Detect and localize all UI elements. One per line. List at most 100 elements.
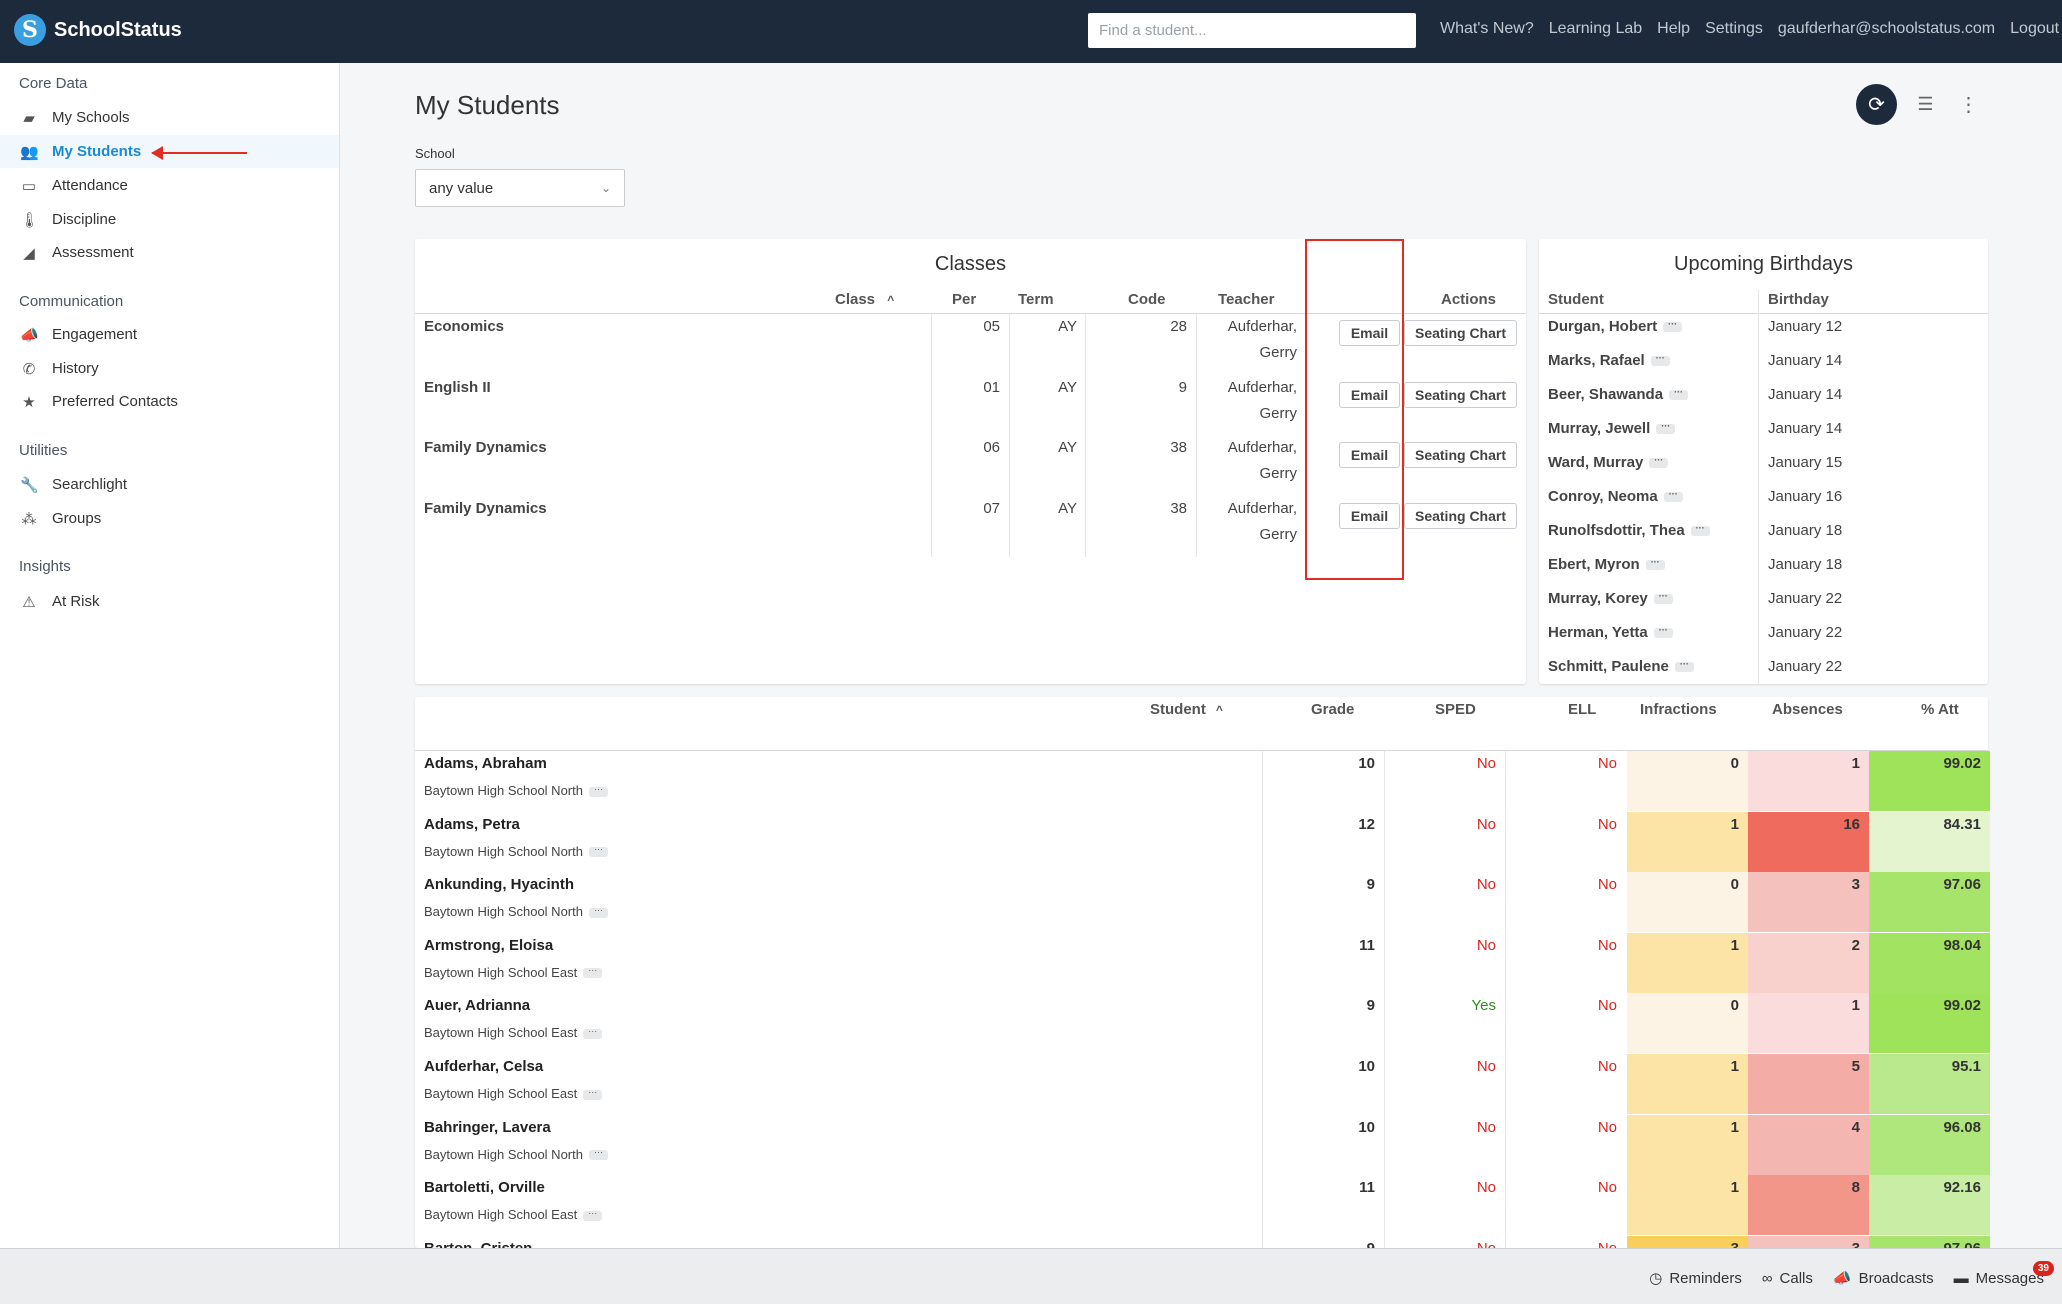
chart-icon: ◢ — [23, 244, 35, 262]
more-icon[interactable]: ··· — [588, 905, 608, 918]
nav-settings[interactable]: Settings — [1705, 20, 1763, 37]
sidebar-item-my-schools[interactable]: ▰ My Schools — [0, 101, 339, 134]
email-button[interactable]: Email — [1339, 503, 1400, 529]
more-icon[interactable]: ··· — [1663, 320, 1683, 333]
school-select[interactable]: any value ⌄ — [415, 169, 625, 207]
student-name[interactable]: Auer, Adrianna — [424, 997, 531, 1015]
student-name[interactable]: Bartoletti, Orville — [424, 1179, 545, 1197]
student-att: 99.02 — [1943, 997, 1981, 1015]
col-header-code[interactable]: Code — [1128, 291, 1166, 308]
more-icon[interactable]: ··· — [588, 1148, 608, 1161]
col-header-infractions[interactable]: Infractions — [1640, 701, 1717, 718]
col-header-per[interactable]: Per — [952, 291, 977, 308]
nav-whats-new[interactable]: What's New? — [1440, 20, 1534, 37]
student-search-input[interactable] — [1088, 13, 1416, 48]
col-header-student[interactable]: Student — [1548, 291, 1604, 308]
birthday-student[interactable]: Schmitt, Paulene ··· — [1548, 658, 1694, 675]
class-per: 01 — [983, 379, 1000, 396]
email-button[interactable]: Email — [1339, 382, 1400, 408]
more-icon[interactable]: ··· — [1656, 422, 1676, 435]
email-button[interactable]: Email — [1339, 320, 1400, 346]
more-icon[interactable]: ··· — [1653, 592, 1673, 605]
birthday-student[interactable]: Ward, Murray ··· — [1548, 454, 1669, 471]
nav-user-email[interactable]: gaufderhar@schoolstatus.com — [1777, 20, 1996, 37]
messages-button[interactable]: ▬ Messages 39 — [1954, 1261, 2054, 1287]
student-name[interactable]: Ankunding, Hyacinth — [424, 876, 574, 894]
more-icon[interactable]: ··· — [1650, 354, 1670, 367]
more-icon[interactable]: ··· — [588, 784, 608, 797]
col-header-att[interactable]: % Att — [1921, 701, 1959, 718]
birthday-student[interactable]: Durgan, Hobert ··· — [1548, 318, 1683, 335]
birthday-student[interactable]: Conroy, Neoma ··· — [1548, 488, 1683, 505]
broadcasts-button[interactable]: 📣 Broadcasts — [1833, 1269, 1934, 1288]
birthday-student[interactable]: Runolfsdottir, Thea ··· — [1548, 522, 1710, 539]
more-icon[interactable]: ··· — [1690, 524, 1710, 537]
student-school: Baytown High School East ··· — [424, 1086, 603, 1101]
col-header-sped[interactable]: SPED — [1435, 701, 1476, 718]
col-header-class[interactable]: Class ^ — [835, 291, 895, 308]
sidebar-item-preferred-contacts[interactable]: ★ Preferred Contacts — [0, 385, 339, 418]
seating-chart-button[interactable]: Seating Chart — [1404, 442, 1517, 468]
student-name[interactable]: Adams, Abraham — [424, 755, 547, 772]
filter-icon: ☰ — [1917, 94, 1934, 114]
more-icon[interactable]: ··· — [1674, 660, 1694, 673]
more-icon[interactable]: ··· — [1669, 388, 1689, 401]
birthday-student[interactable]: Murray, Korey ··· — [1548, 590, 1673, 607]
col-header-birthday[interactable]: Birthday — [1768, 291, 1829, 308]
more-icon[interactable]: ··· — [588, 845, 608, 858]
col-header-student[interactable]: Student ^ — [1150, 701, 1223, 718]
seating-chart-button[interactable]: Seating Chart — [1404, 382, 1517, 408]
student-name[interactable]: Adams, Petra — [424, 815, 520, 833]
more-options-button[interactable]: ⋮ — [1948, 84, 1989, 125]
student-sped: No — [1476, 1058, 1496, 1075]
refresh-button[interactable]: ⟳ — [1856, 84, 1897, 125]
sidebar-item-searchlight[interactable]: 🔧 Searchlight — [0, 468, 339, 501]
att-cell-bg — [1869, 932, 1990, 993]
sidebar-item-discipline[interactable]: 🌡 Discipline — [0, 203, 339, 236]
sidebar-item-groups[interactable]: ⁂ Groups — [0, 502, 339, 535]
app-logo[interactable]: S SchoolStatus — [14, 14, 182, 46]
more-icon[interactable]: ··· — [1645, 558, 1665, 571]
col-header-teacher[interactable]: Teacher — [1218, 291, 1275, 308]
birthday-student[interactable]: Ebert, Myron ··· — [1548, 556, 1665, 573]
sidebar-item-history[interactable]: ✆ History — [0, 352, 339, 385]
nav-learning-lab[interactable]: Learning Lab — [1548, 20, 1643, 37]
birthday-student[interactable]: Beer, Shawanda ··· — [1548, 386, 1689, 403]
more-icon[interactable]: ··· — [583, 1026, 603, 1039]
more-icon[interactable]: ··· — [1663, 490, 1683, 503]
sidebar-item-my-students[interactable]: 👥 My Students — [0, 135, 339, 168]
col-header-term[interactable]: Term — [1018, 291, 1054, 308]
nav-logout[interactable]: Logout — [2010, 20, 2060, 37]
birthday-student[interactable]: Herman, Yetta ··· — [1548, 624, 1673, 641]
class-teacher: Gerry — [1259, 344, 1298, 361]
birthday-student[interactable]: Marks, Rafael ··· — [1548, 352, 1670, 369]
reminders-button[interactable]: ◷ Reminders — [1649, 1269, 1742, 1288]
sidebar-item-attendance[interactable]: ▭ Attendance — [0, 169, 339, 202]
more-icon[interactable]: ··· — [583, 1208, 603, 1221]
birthday-student[interactable]: Murray, Jewell ··· — [1548, 420, 1676, 437]
top-bar: S SchoolStatus What's New? Learning Lab … — [0, 0, 2062, 63]
seating-chart-button[interactable]: Seating Chart — [1404, 503, 1517, 529]
student-name[interactable]: Bahringer, Lavera — [424, 1118, 551, 1136]
more-icon[interactable]: ··· — [583, 1087, 603, 1100]
calls-button[interactable]: ∞ Calls — [1762, 1269, 1813, 1287]
more-icon[interactable]: ··· — [1653, 626, 1673, 639]
sidebar-item-engagement[interactable]: 📣 Engagement — [0, 318, 339, 351]
email-button[interactable]: Email — [1339, 442, 1400, 468]
col-header-grade[interactable]: Grade — [1311, 701, 1355, 718]
col-header-absences[interactable]: Absences — [1772, 701, 1843, 718]
nav-help[interactable]: Help — [1657, 20, 1691, 37]
student-name[interactable]: Armstrong, Eloisa — [424, 936, 554, 954]
sidebar-item-at-risk[interactable]: ⚠ At Risk — [0, 585, 339, 618]
more-icon[interactable]: ··· — [583, 966, 603, 979]
col-header-ell[interactable]: ELL — [1568, 701, 1597, 718]
logo-icon: S — [14, 14, 46, 46]
sidebar-item-assessment[interactable]: ◢ Assessment — [0, 236, 339, 269]
more-icon[interactable]: ··· — [1649, 456, 1669, 469]
filter-button[interactable]: ☰ — [1905, 84, 1946, 125]
seating-chart-button[interactable]: Seating Chart — [1404, 320, 1517, 346]
class-per: 06 — [983, 439, 1000, 456]
sidebar-section-insights: Insights — [19, 558, 71, 575]
student-name[interactable]: Aufderhar, Celsa — [424, 1058, 544, 1075]
class-teacher: Aufderhar, — [1227, 379, 1297, 396]
